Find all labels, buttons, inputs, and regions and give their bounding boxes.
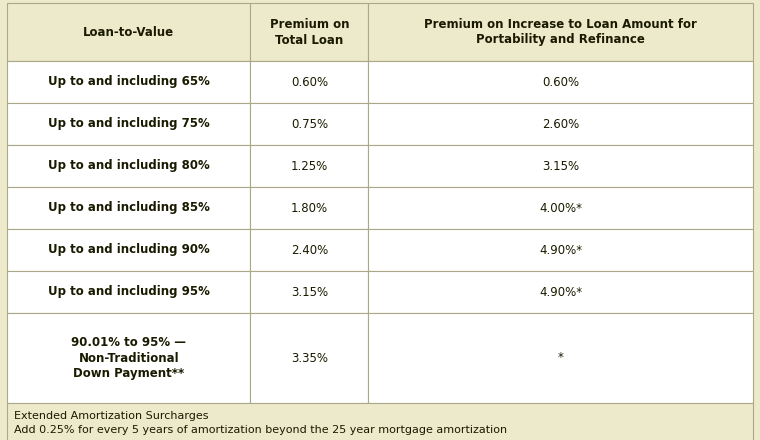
Text: Extended Amortization Surcharges
Add 0.25% for every 5 years of amortization bey: Extended Amortization Surcharges Add 0.2… [14,411,507,440]
Text: 1.25%: 1.25% [291,159,328,172]
Text: 0.75%: 0.75% [291,117,328,131]
Text: Up to and including 95%: Up to and including 95% [48,286,210,298]
Text: 3.35%: 3.35% [291,352,328,364]
Bar [369,3,753,61]
Bar [7,229,251,271]
Text: 4.90%*: 4.90%* [539,286,582,298]
Text: 0.60%: 0.60% [291,76,328,88]
Text: 3.15%: 3.15% [542,159,579,172]
Bar [251,145,369,187]
Text: Premium on Increase to Loan Amount for
Portability and Refinance: Premium on Increase to Loan Amount for P… [424,18,697,47]
Text: Up to and including 65%: Up to and including 65% [48,76,210,88]
Text: Premium on
Total Loan: Premium on Total Loan [270,18,349,47]
Text: 2.60%: 2.60% [542,117,579,131]
Text: Up to and including 80%: Up to and including 80% [48,159,210,172]
Bar [251,3,369,61]
Bar [251,103,369,145]
Text: Up to and including 90%: Up to and including 90% [48,243,210,257]
Text: *: * [558,352,564,364]
Bar [369,187,753,229]
Bar [369,145,753,187]
Bar [369,229,753,271]
Bar [251,187,369,229]
Text: Up to and including 85%: Up to and including 85% [48,202,210,214]
Bar [251,313,369,403]
Bar [7,403,753,440]
Bar [251,61,369,103]
Text: 3.15%: 3.15% [291,286,328,298]
Bar [369,103,753,145]
Bar [7,187,251,229]
Text: 4.00%*: 4.00%* [539,202,582,214]
Bar [7,3,251,61]
Bar [7,145,251,187]
Text: 0.60%: 0.60% [542,76,579,88]
Text: 1.80%: 1.80% [291,202,328,214]
Bar [7,271,251,313]
Bar [251,229,369,271]
Bar [369,61,753,103]
Bar [369,313,753,403]
Text: Loan-to-Value: Loan-to-Value [83,26,174,38]
Text: Up to and including 75%: Up to and including 75% [48,117,210,131]
Bar [7,313,251,403]
Text: 4.90%*: 4.90%* [539,243,582,257]
Bar [369,271,753,313]
Text: 2.40%: 2.40% [291,243,328,257]
Bar [7,61,251,103]
Bar [7,103,251,145]
Bar [251,271,369,313]
Text: 90.01% to 95% —
Non-Traditional
Down Payment**: 90.01% to 95% — Non-Traditional Down Pay… [71,335,186,381]
